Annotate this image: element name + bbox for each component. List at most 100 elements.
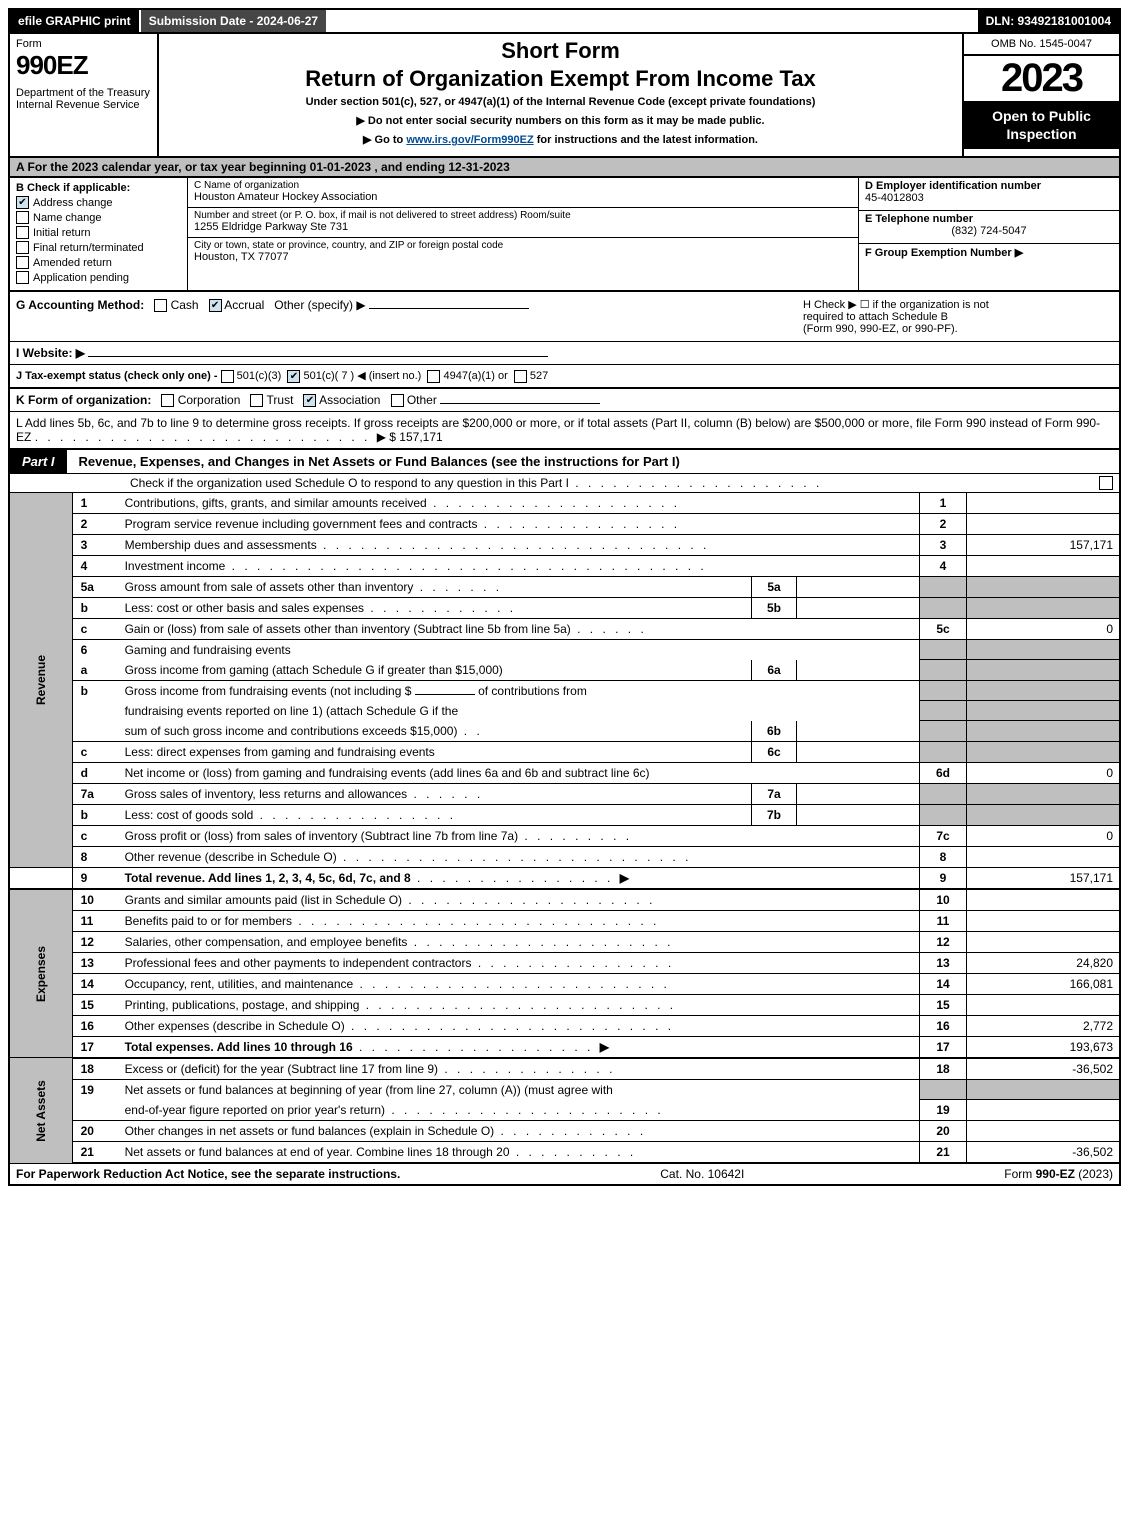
amount-shade <box>967 680 1121 701</box>
org-city-block: City or town, state or province, country… <box>188 238 858 267</box>
sidebar-gap <box>9 867 72 889</box>
line-6c: c Less: direct expenses from gaming and … <box>9 741 1120 762</box>
amount: 2,772 <box>967 1015 1121 1036</box>
part1-subtext: Check if the organization used Schedule … <box>8 474 1121 493</box>
numcol: 20 <box>920 1121 967 1142</box>
l-amount: ▶ $ 157,171 <box>377 430 443 444</box>
numcol: 9 <box>920 867 967 889</box>
checkbox-icon[interactable] <box>16 271 29 284</box>
checkbox-icon[interactable] <box>16 256 29 269</box>
omb-number: OMB No. 1545-0047 <box>964 34 1119 56</box>
amount <box>967 513 1121 534</box>
lineno: 19 <box>72 1079 119 1100</box>
chk-4947[interactable] <box>427 370 440 383</box>
phone-value: (832) 724-5047 <box>865 225 1113 237</box>
accrual-checkbox[interactable]: ✔ <box>209 299 222 312</box>
row-gh: G Accounting Method: Cash ✔ Accrual Othe… <box>8 292 1121 342</box>
chk-501c3[interactable] <box>221 370 234 383</box>
checkbox-icon[interactable] <box>16 241 29 254</box>
line-12: 12 Salaries, other compensation, and emp… <box>9 931 1120 952</box>
dln-label: DLN: 93492181001004 <box>978 10 1119 32</box>
amount <box>967 994 1121 1015</box>
part1-checkbox[interactable] <box>1099 476 1113 490</box>
numcol: 13 <box>920 952 967 973</box>
org-street: 1255 Eldridge Parkway Ste 731 <box>194 221 852 233</box>
chk-other-org[interactable] <box>391 394 404 407</box>
chk-501c[interactable]: ✔ <box>287 370 300 383</box>
row-k-form-of-org: K Form of organization: Corporation Trus… <box>8 389 1121 412</box>
accrual-label: Accrual <box>224 298 264 312</box>
numcol: 1 <box>920 493 967 514</box>
form-label: Form <box>16 38 151 50</box>
lbl-4947: 4947(a)(1) or <box>444 370 508 382</box>
numcol-shade <box>920 721 967 742</box>
chk-label: Final return/terminated <box>33 242 144 254</box>
lineno: 8 <box>72 846 119 867</box>
numcol: 8 <box>920 846 967 867</box>
line-desc: Other changes in net assets or fund bala… <box>125 1124 495 1138</box>
subval <box>797 660 920 681</box>
numcol: 16 <box>920 1015 967 1036</box>
chk-assoc[interactable]: ✔ <box>303 394 316 407</box>
numcol-shade <box>920 639 967 660</box>
checkbox-icon[interactable] <box>16 211 29 224</box>
return-title: Return of Organization Exempt From Incom… <box>169 66 952 92</box>
row-i-website: I Website: ▶ <box>8 342 1121 365</box>
line-7a: 7a Gross sales of inventory, less return… <box>9 783 1120 804</box>
amount: 166,081 <box>967 973 1121 994</box>
org-city: Houston, TX 77077 <box>194 251 852 263</box>
amount: 0 <box>967 762 1121 783</box>
line-15: 15 Printing, publications, postage, and … <box>9 994 1120 1015</box>
form-ref-pre: Form <box>1004 1167 1035 1181</box>
chk-527[interactable] <box>514 370 527 383</box>
goto-post: for instructions and the latest informat… <box>537 134 758 146</box>
cash-checkbox[interactable] <box>154 299 167 312</box>
lineno: b <box>72 597 119 618</box>
lineno: 5a <box>72 576 119 597</box>
line-desc: Less: direct expenses from gaming and fu… <box>125 745 435 759</box>
checkbox-icon[interactable] <box>16 226 29 239</box>
chk-label: Initial return <box>33 227 90 239</box>
line-6b-1: b Gross income from fundraising events (… <box>9 680 1120 701</box>
other-label: Other (specify) ▶ <box>274 298 365 312</box>
checkbox-icon[interactable]: ✔ <box>16 196 29 209</box>
chk-label: Amended return <box>33 257 112 269</box>
part1-sub-text: Check if the organization used Schedule … <box>130 476 569 490</box>
numcol: 19 <box>920 1100 967 1121</box>
line-desc: Contributions, gifts, grants, and simila… <box>125 496 427 510</box>
lbl-corp: Corporation <box>178 393 241 407</box>
col-b-label: B Check if applicable: <box>16 182 181 194</box>
line-desc-tail: of contributions from <box>478 684 587 698</box>
lineno: 18 <box>72 1058 119 1080</box>
subval <box>797 597 920 618</box>
chk-label: Address change <box>33 197 113 209</box>
line-17: 17 Total expenses. Add lines 10 through … <box>9 1036 1120 1058</box>
line-desc: Benefits paid to or for members <box>125 914 292 928</box>
line-desc: Total expenses. Add lines 10 through 16 <box>125 1040 353 1054</box>
part1-label: Part I <box>10 450 67 473</box>
lineno: c <box>72 618 119 639</box>
amount: -36,502 <box>967 1142 1121 1164</box>
department-label: Department of the Treasury Internal Reve… <box>16 87 151 111</box>
short-form-title: Short Form <box>169 38 952 64</box>
subval <box>797 721 920 742</box>
amount-shade <box>967 701 1121 721</box>
part1-header: Part I Revenue, Expenses, and Changes in… <box>8 450 1121 474</box>
column-def: D Employer identification number 45-4012… <box>859 178 1119 290</box>
irs-link[interactable]: www.irs.gov/Form990EZ <box>406 134 533 146</box>
lineno: b <box>72 680 119 701</box>
amount <box>967 1121 1121 1142</box>
amount-shade <box>967 576 1121 597</box>
lineno: 16 <box>72 1015 119 1036</box>
submission-date-label: Submission Date - 2024-06-27 <box>139 10 326 32</box>
line-desc: Investment income <box>125 559 226 573</box>
line-desc: Gross amount from sale of assets other t… <box>125 580 414 594</box>
line-desc: Net assets or fund balances at end of ye… <box>125 1145 510 1159</box>
line-desc: Professional fees and other payments to … <box>125 956 472 970</box>
chk-corp[interactable] <box>161 394 174 407</box>
numcol-shade <box>920 660 967 681</box>
ein-value: 45-4012803 <box>865 192 1113 204</box>
lineno: d <box>72 762 119 783</box>
sublabel: 6b <box>752 721 797 742</box>
chk-trust[interactable] <box>250 394 263 407</box>
